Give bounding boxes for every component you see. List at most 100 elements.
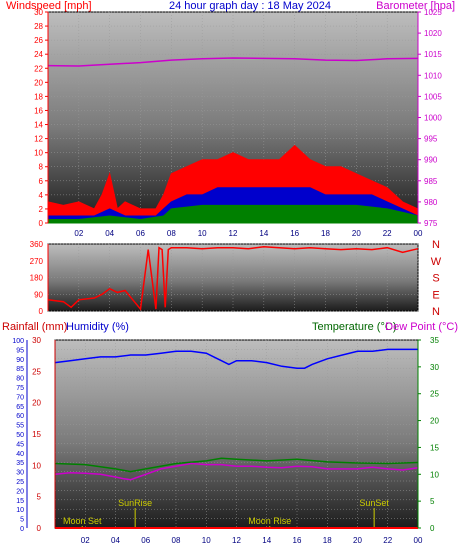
y-left-tick-label: 0	[39, 219, 44, 228]
x-tick-label: 08	[172, 536, 181, 545]
compass-label: E	[432, 289, 439, 301]
temp-tick-label: 30	[430, 363, 439, 372]
y-left-tick-label: 24	[34, 50, 43, 59]
y-right-tick-label: 1005	[424, 92, 442, 101]
event-label: Moon Set	[63, 516, 102, 526]
rain-tick-label: 85	[16, 366, 24, 373]
x-tick-label: 02	[81, 536, 90, 545]
windspeed-axis-label: Windspeed [mph]	[6, 0, 92, 12]
barometer-axis-label: Barometer [hpa]	[376, 0, 455, 12]
dewpoint-axis-label: Dew Point (°C)	[385, 321, 458, 333]
rain-tick-label: 45	[16, 441, 24, 448]
wind-barometer-panel: 0246810121416182022242628309759809859909…	[6, 0, 455, 238]
x-tick-label: 04	[105, 229, 114, 238]
series-humidity	[54, 348, 418, 369]
wind-direction-panel: 0 N 90 E 180 S 270 W 360 N	[30, 239, 442, 318]
humidity-tick-label: 30	[32, 336, 41, 345]
y-left-tick-label: 4	[39, 191, 44, 200]
x-tick-label: 12	[229, 229, 238, 238]
humidity-axis-label: Humidity (%)	[66, 321, 129, 333]
y-left-tick-label: 20	[34, 78, 43, 87]
temp-tick-label: 20	[430, 417, 439, 426]
compass-label: S	[432, 273, 439, 285]
humidity-tick-label: 20	[32, 399, 41, 408]
x-tick-label: 08	[167, 229, 176, 238]
event-label: SunSet	[359, 498, 389, 508]
humidity-tick-label: 5	[37, 493, 42, 502]
y-left-tick-label: 180	[30, 274, 44, 283]
rain-tick-label: 50	[16, 432, 24, 439]
y-right-tick-label: 1025	[424, 8, 442, 17]
y-left-tick-label: 18	[34, 92, 43, 101]
temp-tick-label: 25	[430, 390, 439, 399]
temperature-axis-label: Temperature (°C)	[312, 321, 396, 333]
x-tick-label: 06	[136, 229, 145, 238]
rain-tick-label: 65	[16, 404, 24, 411]
y-right-tick-label: 1020	[424, 29, 442, 38]
y-right-tick-label: 980	[424, 198, 438, 207]
rain-tick-label: 20	[16, 488, 24, 495]
series-direction	[47, 246, 419, 311]
rainfall-axis-label: Rainfall (mm)	[2, 321, 67, 333]
y-right-tick-label: 990	[424, 156, 438, 165]
y-left-tick-label: 360	[30, 240, 44, 249]
rain-tick-label: 25	[16, 479, 24, 486]
y-right-tick-label: 1010	[424, 71, 442, 80]
chart-title: 24 hour graph day : 18 May 2024	[169, 0, 331, 12]
humidity-tick-label: 0	[37, 524, 42, 533]
series-dewpoint	[54, 457, 419, 473]
x-tick-label: 22	[383, 536, 392, 545]
humidity-tick-label: 25	[32, 367, 41, 376]
x-tick-label: 20	[352, 229, 361, 238]
x-tick-label: 10	[202, 536, 211, 545]
x-tick-label: 04	[111, 536, 120, 545]
temp-tick-label: 35	[430, 336, 439, 345]
y-left-tick-label: 90	[34, 290, 43, 299]
y-right-tick-label: 995	[424, 135, 438, 144]
y-right-tick-label: 1015	[424, 50, 442, 59]
event-label: Moon Rise	[248, 516, 291, 526]
x-tick-label: 18	[323, 536, 332, 545]
y-left-tick-label: 8	[39, 163, 44, 172]
rain-tick-label: 35	[16, 460, 24, 467]
rain-tick-label: 5	[20, 517, 24, 524]
y-left-tick-label: 2	[39, 205, 44, 214]
y-left-tick-label: 16	[34, 106, 43, 115]
temperature-humidity-panel: SunRise SunSet Moon Set Moon Rise 0 5 10 15 20 2…	[2, 321, 458, 545]
y-left-tick-label: 26	[34, 36, 43, 45]
x-tick-label: 22	[383, 229, 392, 238]
rain-tick-label: 80	[16, 376, 24, 383]
x-tick-label: 16	[290, 229, 299, 238]
compass-label: N	[432, 306, 440, 318]
x-tick-label: 18	[321, 229, 330, 238]
y-left-tick-label: 270	[30, 257, 44, 266]
y-right-tick-label: 1000	[424, 114, 442, 123]
x-tick-label: 20	[353, 536, 362, 545]
x-tick-label: 14	[259, 229, 268, 238]
series-wind_low	[47, 204, 419, 224]
y-left-tick-label: 12	[34, 135, 43, 144]
temp-tick-label: 15	[430, 443, 439, 452]
rain-tick-label: 55	[16, 423, 24, 430]
y-left-tick-label: 22	[34, 64, 43, 73]
humidity-tick-label: 15	[32, 430, 41, 439]
rain-tick-label: 0	[20, 526, 24, 533]
event-label: SunRise	[118, 498, 152, 508]
temp-tick-label: 10	[430, 470, 439, 479]
temp-tick-label: 5	[430, 497, 435, 506]
x-tick-label: 10	[198, 229, 207, 238]
x-tick-label: 14	[262, 536, 271, 545]
rain-tick-label: 15	[16, 498, 24, 505]
y-right-tick-label: 985	[424, 177, 438, 186]
y-left-tick-label: 30	[34, 8, 43, 17]
rain-tick-label: 90	[16, 357, 24, 364]
compass-label: W	[431, 256, 442, 268]
rain-tick-label: 10	[16, 507, 24, 514]
rain-tick-label: 75	[16, 385, 24, 392]
x-tick-label: 06	[141, 536, 150, 545]
series-temperature	[54, 462, 419, 481]
y-left-tick-label: 6	[39, 177, 44, 186]
x-tick-label: 12	[232, 536, 241, 545]
y-left-tick-label: 10	[34, 149, 43, 158]
